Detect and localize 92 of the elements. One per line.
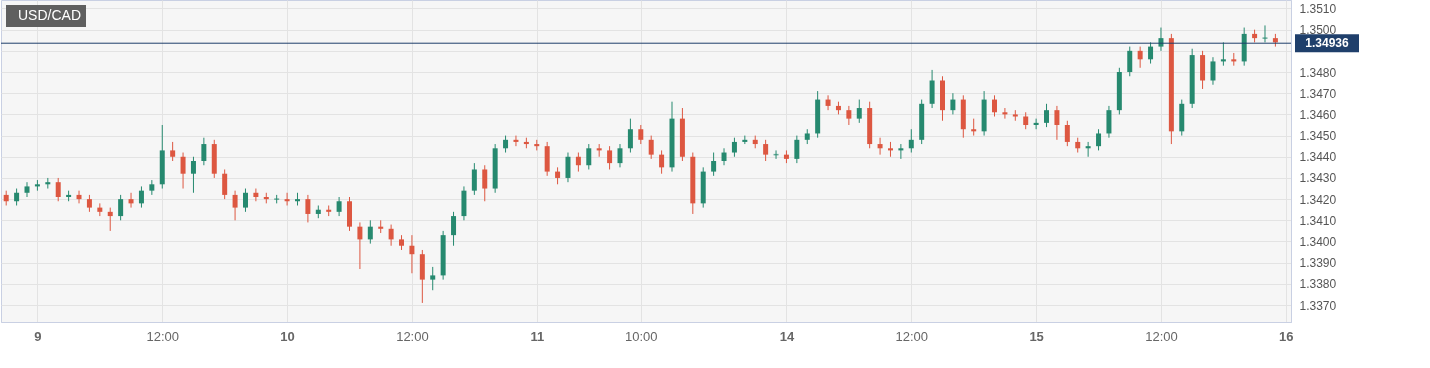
candlestick <box>242 188 248 213</box>
candlestick <box>856 99 862 124</box>
candlestick <box>138 185 144 209</box>
candlestick <box>451 211 457 247</box>
candlestick <box>1064 120 1070 147</box>
y-tick-label: 1.3480 <box>1299 65 1337 80</box>
candlestick <box>908 128 914 154</box>
candlestick <box>357 221 363 270</box>
candlestick <box>1148 41 1154 65</box>
x-tick-label: 10 <box>280 328 295 344</box>
candlestick <box>482 164 488 202</box>
y-tick-label: 1.3470 <box>1299 86 1337 101</box>
x-tick-label: 12:00 <box>895 328 929 344</box>
x-tick-label: 10:00 <box>625 328 658 344</box>
y-tick-label: 1.3440 <box>1299 150 1337 165</box>
candlestick <box>731 137 737 158</box>
candlestick <box>1220 41 1226 67</box>
candlestick <box>284 192 290 206</box>
candlestick <box>607 145 613 170</box>
candlestick <box>1158 27 1164 52</box>
y-tick-label: 1.3500 <box>1299 23 1337 38</box>
candlestick <box>55 177 61 202</box>
candlestick <box>409 234 415 274</box>
candlestick <box>1002 107 1008 120</box>
candlestick <box>950 92 956 115</box>
candlestick <box>929 69 935 109</box>
candlestick <box>1096 128 1102 151</box>
text: USD/CAD <box>18 7 82 23</box>
candlestick <box>1106 105 1112 139</box>
candlestick <box>877 137 883 156</box>
candlestick <box>253 188 259 202</box>
y-tick-label: 1.3390 <box>1299 256 1337 271</box>
candlestick <box>1033 118 1039 130</box>
candlestick <box>1127 46 1133 77</box>
x-tick-label: 12:00 <box>1145 328 1178 344</box>
candlestick <box>190 156 196 194</box>
y-tick-label: 1.3430 <box>1299 171 1337 186</box>
y-tick-label: 1.3420 <box>1299 192 1337 207</box>
candlestick <box>388 224 394 247</box>
candlestick <box>471 162 477 196</box>
y-tick-label: 1.3450 <box>1299 129 1337 144</box>
candlestick <box>638 124 644 145</box>
x-tick-label: 16 <box>1279 328 1294 344</box>
candlestick <box>617 143 623 168</box>
candlestick <box>846 105 852 126</box>
candlestick <box>794 135 800 164</box>
candlestick <box>336 196 342 217</box>
candlestick <box>1054 105 1060 141</box>
y-tick-label: 1.3380 <box>1299 277 1337 292</box>
candlestick <box>659 149 665 175</box>
y-tick-label: 1.3510 <box>1299 1 1337 16</box>
candlestick <box>76 190 82 204</box>
y-tick-label: 1.3410 <box>1299 213 1337 228</box>
y-tick-label: 1.3370 <box>1299 298 1337 313</box>
candlestick <box>992 94 998 118</box>
candlestick <box>825 94 831 111</box>
candlestick <box>107 207 113 232</box>
candlestick <box>763 139 769 162</box>
candlestick <box>24 181 30 198</box>
candlestick <box>430 266 436 291</box>
candlestick <box>513 135 519 147</box>
candlestick <box>170 141 176 162</box>
candlestick <box>1044 103 1050 128</box>
candlestick <box>222 168 228 200</box>
x-tick-label: 9 <box>34 328 42 344</box>
candlestick <box>711 152 717 177</box>
ref-line-label: 1.34936 <box>1305 36 1350 51</box>
candlestick <box>305 194 311 223</box>
candlestick <box>128 192 134 209</box>
candlestick <box>586 143 592 170</box>
candlestick <box>721 147 727 166</box>
candlestick <box>180 152 186 190</box>
candlestick <box>1137 46 1143 69</box>
candlestick <box>565 152 571 183</box>
x-tick-label: 15 <box>1029 328 1044 344</box>
x-tick-label: 12:00 <box>396 328 429 344</box>
candlestick <box>648 135 654 160</box>
candlestick <box>201 137 207 166</box>
candlestick <box>1210 56 1216 86</box>
x-tick-label: 12:00 <box>146 328 180 344</box>
candlestick <box>118 194 124 221</box>
candlestick <box>232 190 238 221</box>
y-tick-label: 1.3400 <box>1299 235 1337 249</box>
candlestick <box>1262 24 1268 43</box>
candlestick <box>1085 141 1091 158</box>
candlestick <box>627 118 633 154</box>
candlestick <box>575 152 581 173</box>
y-tick-label: 1.3460 <box>1299 107 1337 122</box>
x-tick-label: 11 <box>530 328 545 344</box>
candlestick <box>367 219 373 245</box>
x-tick-label: 14 <box>779 328 795 344</box>
candlestick <box>898 143 904 160</box>
